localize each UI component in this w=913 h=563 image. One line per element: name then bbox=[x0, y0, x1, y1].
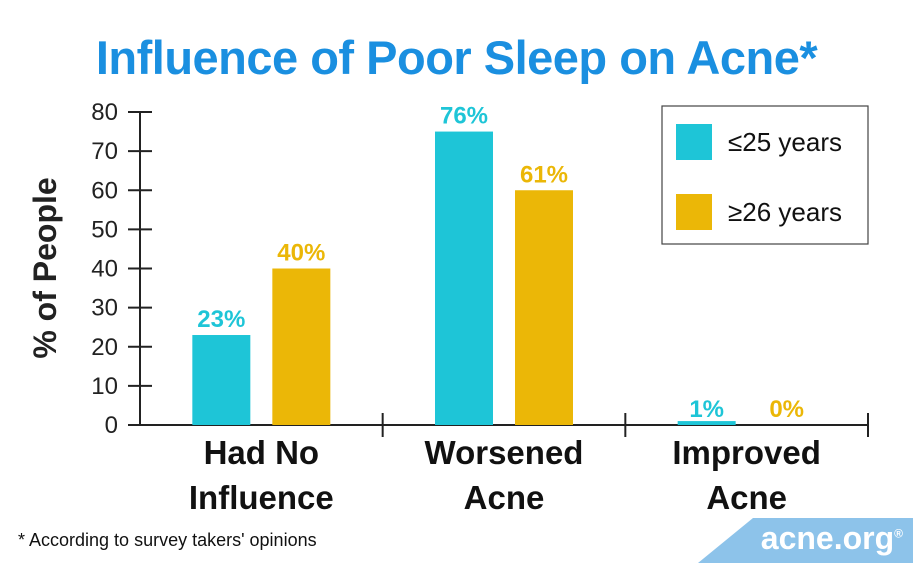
chart-title: Influence of Poor Sleep on Acne* bbox=[95, 31, 818, 84]
legend-label: ≥26 years bbox=[728, 197, 842, 227]
y-tick-label: 20 bbox=[91, 334, 118, 361]
logo-text: acne.org® bbox=[760, 520, 903, 556]
x-category-label: Improved bbox=[672, 434, 821, 471]
y-tick-label: 40 bbox=[91, 256, 118, 283]
acne-org-logo: acne.org® bbox=[698, 518, 913, 563]
bar bbox=[515, 190, 573, 425]
legend-swatch bbox=[676, 124, 712, 160]
y-axis-label: % of People bbox=[27, 177, 63, 358]
x-category-label: Acne bbox=[464, 479, 545, 516]
y-tick-label: 50 bbox=[91, 216, 118, 243]
logo-banner bbox=[698, 518, 913, 563]
bar bbox=[192, 335, 251, 425]
x-category-label: Acne bbox=[706, 479, 787, 516]
bar bbox=[272, 268, 331, 425]
bar bbox=[435, 131, 493, 425]
y-tick-label: 80 bbox=[91, 99, 118, 126]
x-category-label: Had No bbox=[204, 434, 320, 471]
legend-label: ≤25 years bbox=[728, 127, 842, 157]
y-tick-label: 30 bbox=[91, 295, 118, 322]
y-tick-label: 10 bbox=[91, 373, 118, 400]
y-tick-label: 70 bbox=[91, 138, 118, 165]
y-tick-label: 0 bbox=[105, 412, 118, 439]
footnote: * According to survey takers' opinions bbox=[18, 530, 317, 550]
bar bbox=[677, 421, 736, 425]
x-category-label: Influence bbox=[189, 479, 334, 516]
x-category-label: Worsened bbox=[425, 434, 584, 471]
legend-swatch bbox=[676, 194, 712, 230]
data-label: 76% bbox=[440, 103, 488, 130]
data-label: 1% bbox=[689, 396, 724, 423]
data-label: 40% bbox=[277, 240, 325, 267]
y-tick-label: 60 bbox=[91, 177, 118, 204]
data-label: 23% bbox=[197, 306, 245, 333]
data-label: 61% bbox=[520, 161, 568, 188]
data-label: 0% bbox=[769, 396, 804, 423]
